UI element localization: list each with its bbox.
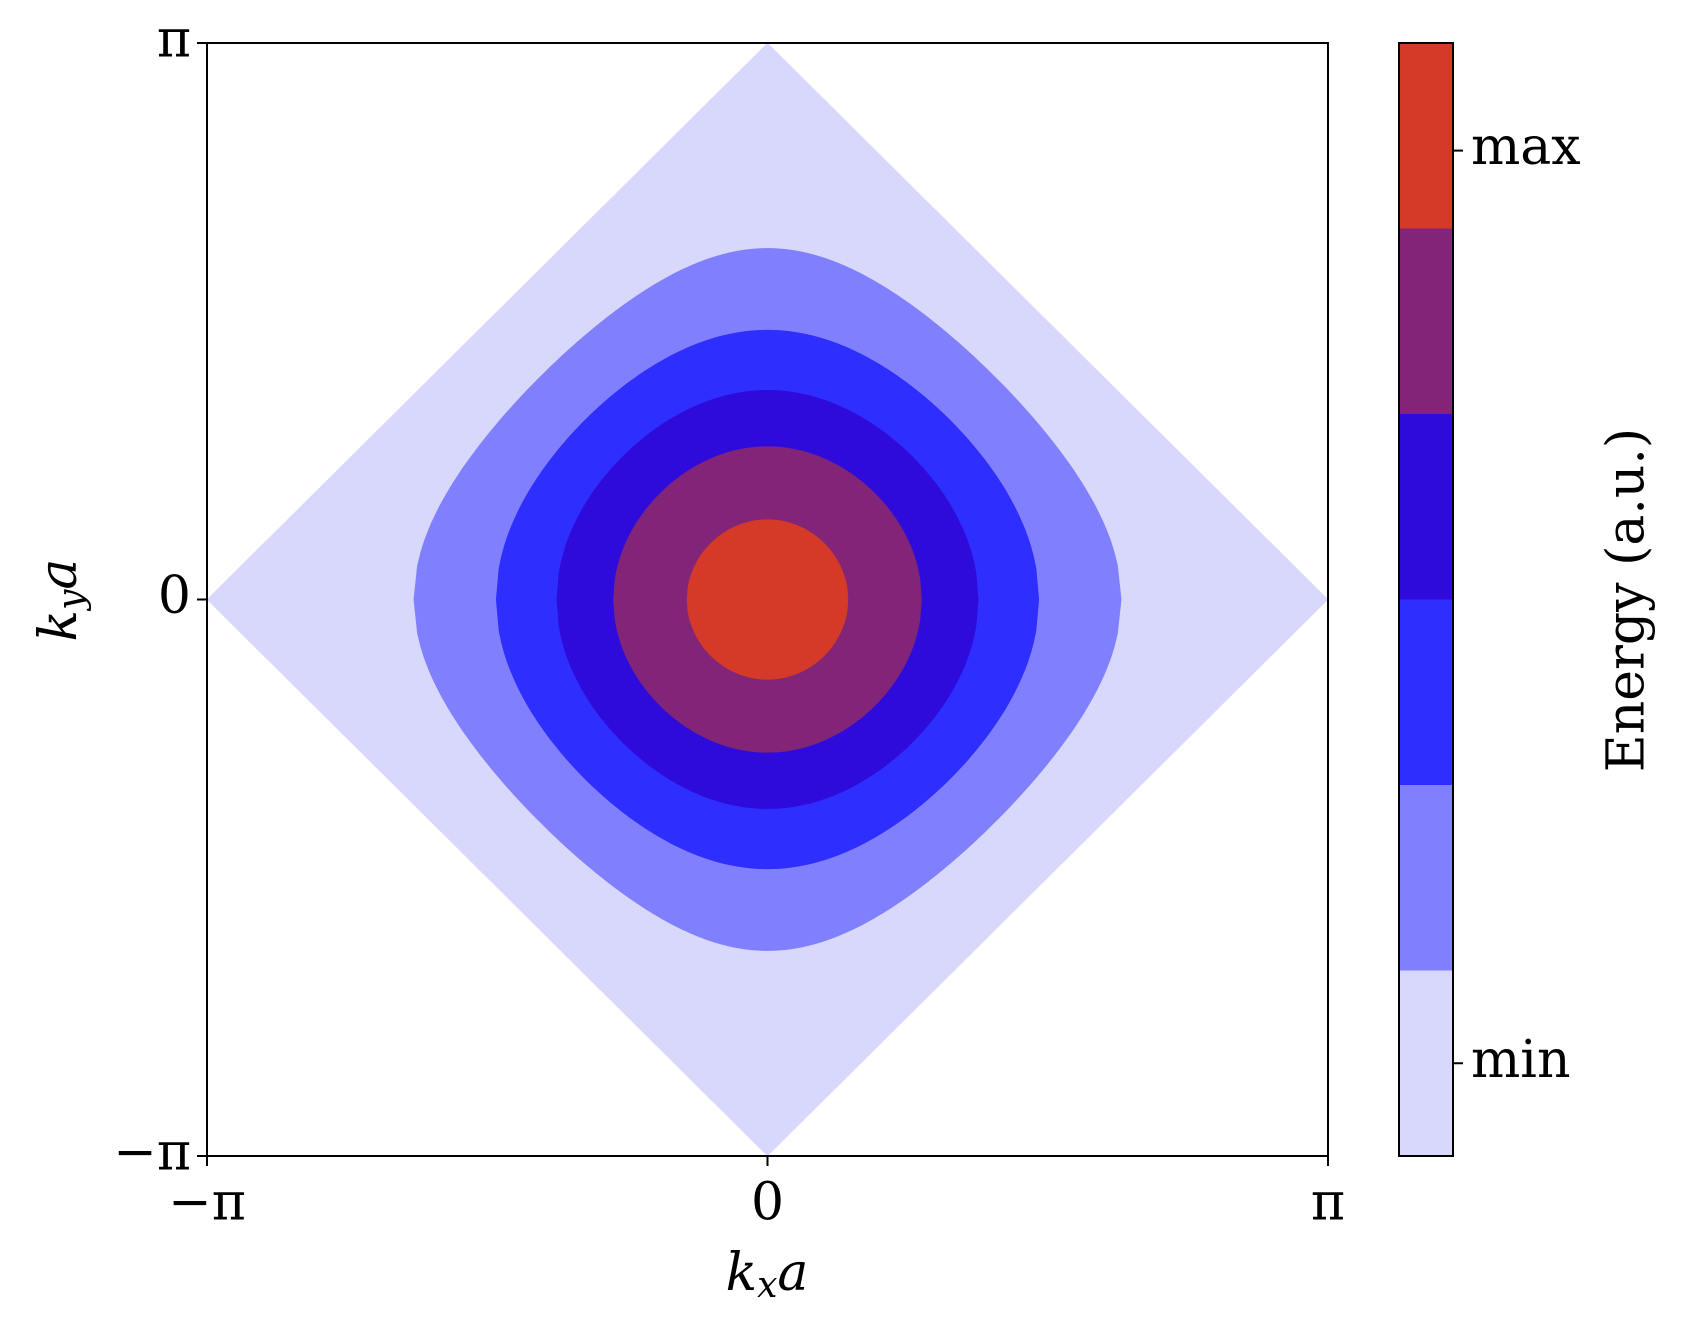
colorbar-band bbox=[1399, 785, 1453, 971]
colorbar-band bbox=[1399, 414, 1453, 600]
x-label-sub: x bbox=[757, 1265, 777, 1306]
y-tick-label: −π bbox=[113, 1123, 191, 1183]
colorbar-band bbox=[1399, 599, 1453, 785]
y-label-sub: y bbox=[51, 589, 92, 612]
colorbar-tick-label: min bbox=[1471, 1030, 1570, 1090]
y-tick-label: 0 bbox=[158, 566, 191, 626]
x-tick-label: 0 bbox=[751, 1173, 784, 1233]
colorbar-band bbox=[1399, 43, 1453, 229]
y-label-tail: a bbox=[29, 559, 89, 590]
y-tick-label: π bbox=[157, 10, 191, 70]
x-axis-label: kxa bbox=[726, 1243, 809, 1307]
colorbar-label: Energy (a.u.) bbox=[1597, 428, 1657, 772]
y-axis-label: kya bbox=[29, 559, 93, 642]
contour-region bbox=[686, 519, 849, 680]
colorbar-tick-label: max bbox=[1471, 117, 1581, 177]
colorbar-band bbox=[1399, 228, 1453, 414]
x-tick-label: π bbox=[1311, 1173, 1345, 1233]
colorbar-band bbox=[1399, 970, 1453, 1156]
colorbar-frame bbox=[1398, 42, 1454, 1157]
y-label-base: k bbox=[29, 610, 89, 642]
x-tick-label: −π bbox=[168, 1173, 246, 1233]
x-label-tail: a bbox=[777, 1243, 808, 1303]
x-label-base: k bbox=[726, 1243, 758, 1303]
